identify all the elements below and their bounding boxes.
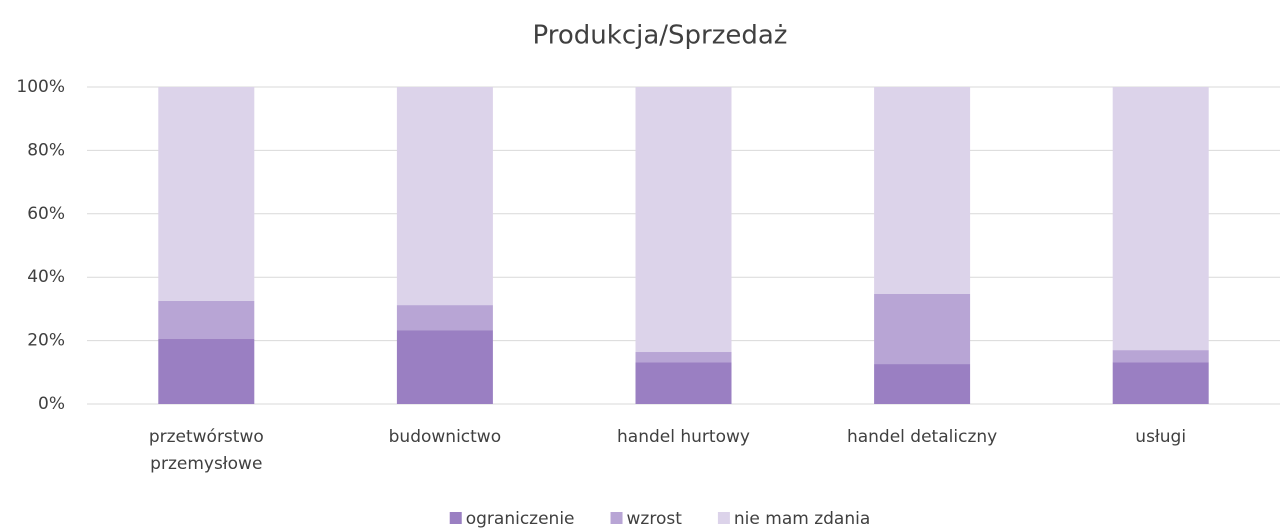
bar-segment [874, 364, 971, 404]
legend-item: nie mam zdania [717, 509, 870, 529]
y-tick-label: 40% [27, 267, 65, 287]
bar-segment [396, 305, 493, 331]
legend-swatch [449, 512, 462, 524]
bar-segment [635, 352, 732, 363]
legend-label: nie mam zdania [734, 509, 870, 529]
legend-swatch [717, 512, 730, 524]
bar-segment [396, 87, 493, 306]
bar-segment [1112, 87, 1209, 351]
y-tick-label: 20% [27, 331, 65, 351]
bar-segment [874, 294, 971, 365]
bar-segment [874, 87, 971, 295]
x-tick-label: usługi [1135, 427, 1187, 447]
x-tick-label: handel hurtowy [617, 427, 750, 447]
bar-segment [158, 339, 255, 404]
bar-segment [1112, 362, 1209, 404]
bar-segment [635, 87, 732, 353]
legend-label: wzrost [627, 509, 683, 529]
y-tick-label: 60% [27, 204, 65, 224]
bar-segment [158, 87, 255, 301]
x-tick-label: handel detaliczny [846, 427, 998, 447]
x-tick-label: przetwórstwo przemysłowe [148, 427, 264, 474]
x-tick-label: budownictwo [388, 427, 502, 447]
y-tick-label: 0% [38, 394, 65, 414]
bar-segment [635, 362, 732, 404]
chart-title: Produkcja/Sprzedaż [533, 21, 788, 51]
legend-label: ograniczenie [466, 509, 575, 529]
legend-item: ograniczenie [449, 509, 575, 529]
bar-segment [1112, 350, 1209, 363]
legend-swatch [610, 512, 623, 524]
y-tick-label: 100% [16, 77, 65, 97]
bar-segment [158, 300, 255, 340]
bar-segment [396, 330, 493, 404]
y-tick-label: 80% [27, 140, 65, 160]
legend-item: wzrost [610, 509, 683, 529]
